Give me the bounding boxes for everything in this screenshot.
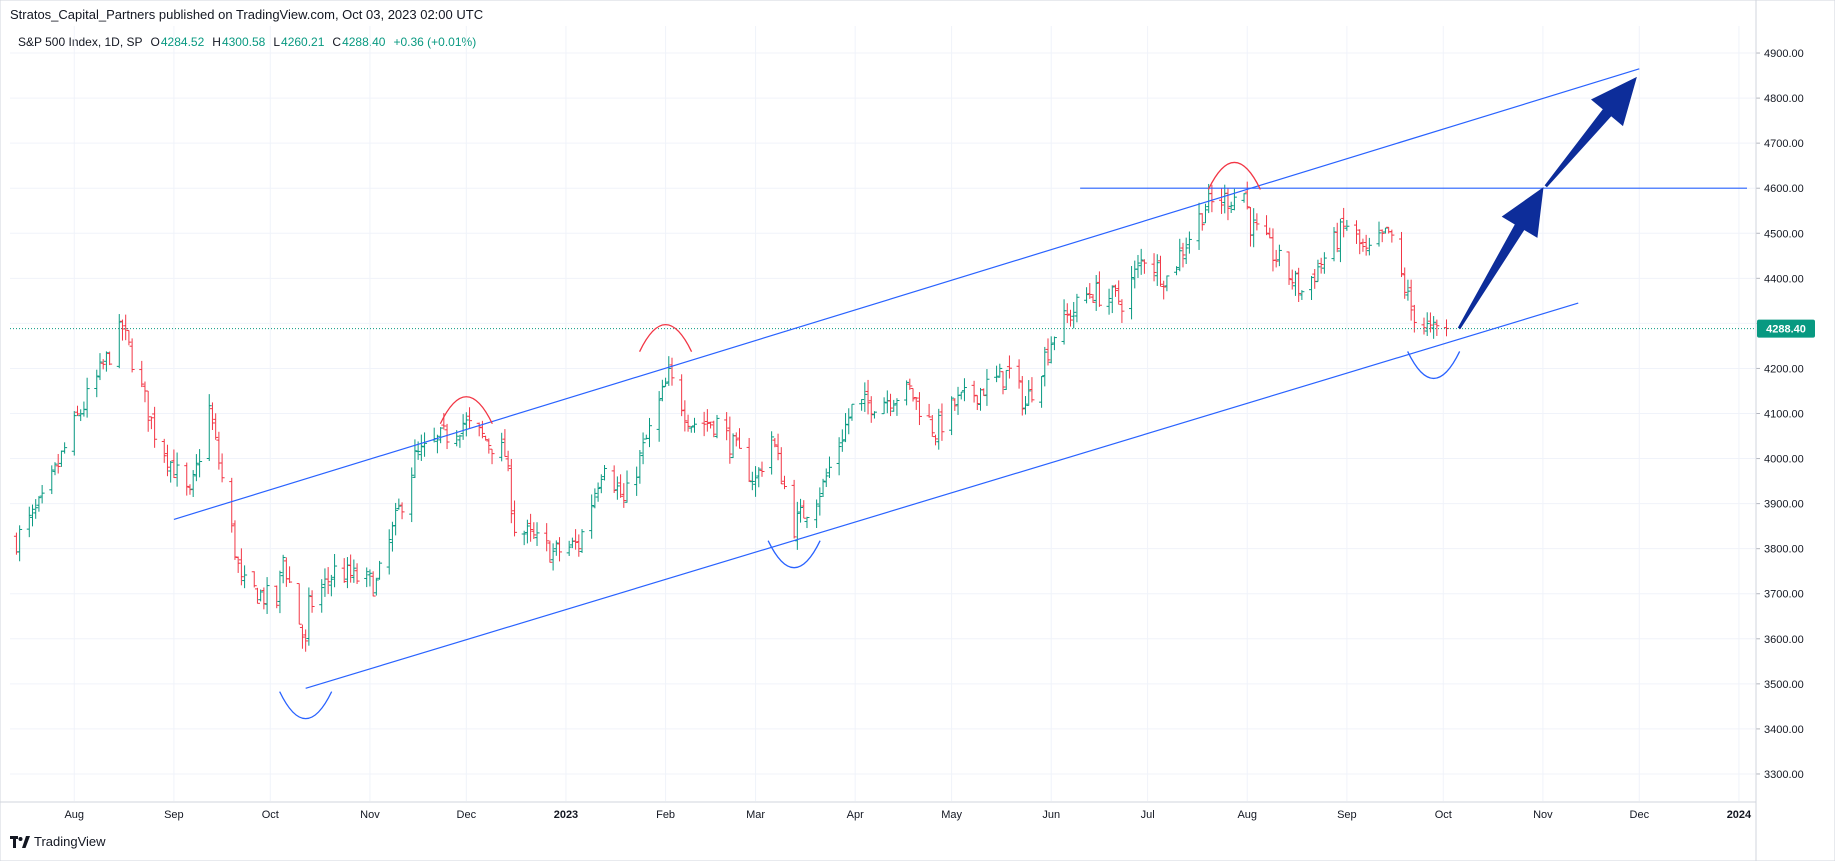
- publisher-header: Stratos_Capital_Partners published on Tr…: [10, 7, 484, 22]
- x-tick-label: Apr: [847, 809, 864, 821]
- top-arc: [638, 324, 693, 352]
- x-tick-label: Feb: [656, 809, 675, 821]
- close-value: 4288.40: [342, 35, 386, 49]
- y-tick-label: 4500.00: [1764, 228, 1804, 240]
- x-tick-label: Nov: [1533, 809, 1553, 821]
- symbol-legend: S&P 500 Index, 1D, SP O4284.52 H4300.58 L42…: [18, 35, 476, 49]
- y-tick-label: 3300.00: [1764, 769, 1804, 781]
- close-label: C: [332, 35, 342, 49]
- y-tick-label: 3900.00: [1764, 499, 1804, 511]
- y-tick-label: 4900.00: [1764, 48, 1804, 60]
- price-bars: [13, 181, 1449, 652]
- top-arc: [439, 396, 493, 425]
- y-tick-label: 4000.00: [1764, 454, 1804, 466]
- x-tick-label: Oct: [1435, 809, 1452, 821]
- bottom-arc: [279, 691, 333, 720]
- x-tick-label: May: [941, 809, 962, 821]
- y-tick-label: 4800.00: [1764, 93, 1804, 105]
- x-tick-label: 2024: [1727, 809, 1752, 821]
- y-tick-label: 3500.00: [1764, 679, 1804, 691]
- x-tick-label: Sep: [1337, 809, 1357, 821]
- axis-labels: 3300.00 3400.00 3500.00 3600.00 3700.00 3800.…: [64, 48, 1815, 821]
- y-tick-label: 4600.00: [1764, 183, 1804, 195]
- high-value: 4300.58: [221, 35, 266, 49]
- trend-arrow: [1457, 187, 1544, 330]
- high-label: H: [212, 35, 221, 49]
- last-price-tag: [1757, 319, 1815, 338]
- x-tick-label: Nov: [360, 809, 380, 821]
- open-value: 4284.52: [160, 35, 205, 49]
- upper-channel-line: [173, 68, 1640, 520]
- trend-arrow: [1544, 76, 1637, 188]
- lower-channel-line: [305, 302, 1579, 689]
- bottom-arc: [1407, 351, 1461, 380]
- y-tick-label: 3800.00: [1764, 544, 1804, 556]
- y-tick-label: 4700.00: [1764, 138, 1804, 150]
- low-label: L: [273, 35, 281, 49]
- last-price-label: 4288.40: [1766, 324, 1806, 336]
- top-arc: [1207, 161, 1261, 190]
- tradingview-footer[interactable]: TradingView: [10, 834, 106, 849]
- y-tick-label: 3600.00: [1764, 634, 1804, 646]
- change-value: +0.36 (+0.01%): [393, 35, 477, 49]
- x-tick-label: Dec: [457, 809, 477, 821]
- chart-grid: [10, 26, 1755, 801]
- y-tick-label: 4200.00: [1764, 363, 1804, 375]
- x-tick-label: Jul: [1141, 809, 1155, 821]
- bottom-arc: [767, 540, 821, 569]
- x-tick-label: 2023: [554, 809, 578, 821]
- x-tick-label: Dec: [1630, 809, 1650, 821]
- y-tick-label: 4400.00: [1764, 273, 1804, 285]
- tradingview-brand: TradingView: [34, 834, 106, 849]
- low-value: 4260.21: [281, 35, 325, 49]
- x-tick-label: Mar: [746, 809, 765, 821]
- y-tick-label: 3700.00: [1764, 589, 1804, 601]
- x-tick-label: Aug: [64, 809, 84, 821]
- x-tick-label: Jun: [1042, 809, 1060, 821]
- y-tick-label: 3400.00: [1764, 724, 1804, 736]
- tradingview-logo-icon: [10, 835, 30, 848]
- open-label: O: [150, 35, 160, 49]
- x-tick-label: Oct: [262, 809, 279, 821]
- chart-annotations: [10, 68, 1755, 720]
- x-tick-label: Sep: [164, 809, 184, 821]
- symbol-name: S&P 500 Index, 1D, SP: [18, 35, 143, 49]
- y-tick-label: 4100.00: [1764, 409, 1804, 421]
- x-tick-label: Aug: [1237, 809, 1257, 821]
